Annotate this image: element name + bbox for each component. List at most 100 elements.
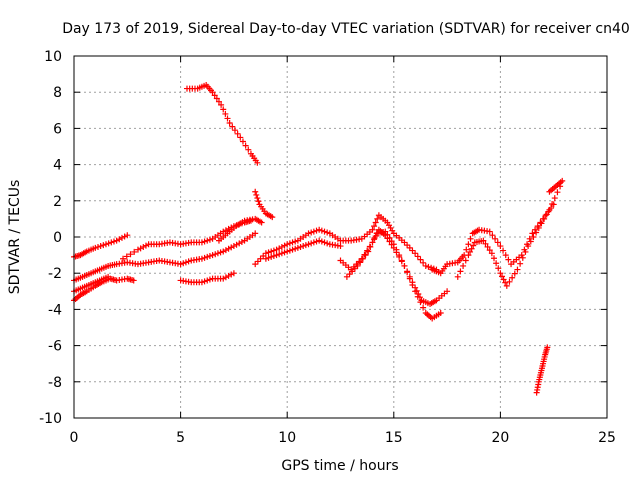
data-point	[231, 127, 238, 134]
series-arc-k	[262, 237, 344, 262]
data-point	[542, 212, 549, 219]
x-axis-label: GPS time / hours	[281, 458, 398, 474]
data-point	[318, 227, 325, 234]
data-point	[505, 256, 512, 263]
data-point	[372, 219, 379, 226]
data-point	[393, 246, 400, 253]
data-point	[494, 239, 501, 246]
data-point	[131, 248, 138, 255]
data-point	[294, 244, 301, 251]
data-point	[224, 115, 231, 122]
data-point	[506, 278, 513, 285]
data-point	[305, 241, 312, 248]
data-point	[220, 228, 227, 235]
data-point	[316, 226, 323, 233]
data-point	[124, 232, 131, 239]
data-point	[470, 242, 477, 249]
data-point	[102, 241, 109, 248]
data-point	[409, 247, 416, 254]
data-point	[486, 247, 493, 254]
data-point	[417, 299, 424, 306]
axis-ticks: 0 5 10 15 20 25 -10 -8 -6 -4 -2 0 2 4 6 8 10	[39, 49, 616, 446]
data-point	[369, 239, 376, 246]
data-point	[384, 231, 391, 238]
data-point	[217, 249, 224, 256]
data-point	[254, 195, 261, 202]
data-point	[509, 274, 516, 281]
data-point	[497, 270, 504, 277]
data-point	[559, 177, 566, 184]
data-point	[417, 256, 424, 263]
data-point	[371, 234, 378, 241]
data-point	[268, 253, 275, 260]
data-point	[113, 237, 120, 244]
data-point	[215, 98, 222, 105]
data-point	[493, 260, 500, 267]
data-point	[276, 245, 283, 252]
data-point	[276, 251, 283, 258]
data-point	[357, 259, 364, 266]
data-point	[137, 245, 144, 252]
data-point	[265, 249, 272, 256]
data-point	[201, 238, 208, 245]
chart-title: Day 173 of 2019, Sidereal Day-to-day VTE…	[62, 21, 630, 37]
data-point	[526, 235, 533, 242]
data-point	[310, 239, 317, 246]
y-axis-label: SDTVAR / TECUs	[7, 180, 23, 295]
data-point	[462, 257, 469, 264]
data-point	[289, 239, 296, 246]
data-point	[289, 246, 296, 253]
data-point	[97, 243, 104, 250]
data-point	[185, 258, 192, 265]
data-point	[260, 253, 267, 260]
data-point	[105, 273, 112, 280]
data-point	[237, 134, 244, 141]
x-tick-label: 15	[385, 430, 403, 446]
data-point	[252, 230, 259, 237]
data-point	[245, 146, 252, 153]
data-point	[218, 101, 225, 108]
data-point	[118, 234, 125, 241]
data-point	[262, 250, 269, 257]
data-point	[212, 251, 219, 258]
data-point	[201, 254, 208, 261]
data-point	[228, 271, 235, 278]
y-tick-label: 10	[44, 49, 62, 65]
data-point	[255, 198, 262, 205]
data-point	[354, 262, 361, 269]
data-point	[134, 246, 141, 253]
data-point	[489, 232, 496, 239]
data-point	[94, 243, 101, 250]
data-point	[404, 269, 411, 276]
data-point	[454, 273, 461, 280]
x-tick-label: 5	[176, 430, 185, 446]
x-tick-label: 25	[598, 430, 616, 446]
data-point	[222, 247, 229, 254]
data-point	[349, 268, 356, 275]
data-point	[491, 255, 498, 262]
data-point	[367, 243, 374, 250]
data-point	[468, 245, 475, 252]
series-arc-e	[120, 217, 254, 262]
series-arc-j	[252, 212, 440, 273]
data-point	[356, 258, 363, 265]
data-point	[388, 238, 395, 245]
data-point	[123, 253, 130, 260]
data-point	[396, 252, 403, 259]
data-point	[222, 274, 229, 281]
series-arc-d	[71, 273, 112, 295]
data-point	[467, 235, 474, 242]
data-point	[365, 248, 372, 255]
data-point	[533, 229, 540, 236]
data-point	[518, 252, 525, 259]
data-point	[321, 228, 328, 235]
data-point	[213, 95, 220, 102]
data-point	[457, 268, 464, 275]
data-point	[284, 248, 291, 255]
data-point	[437, 310, 444, 317]
data-point	[374, 215, 381, 222]
data-point	[492, 235, 499, 242]
data-point	[480, 237, 487, 244]
data-point	[236, 240, 243, 247]
data-point	[206, 276, 213, 283]
